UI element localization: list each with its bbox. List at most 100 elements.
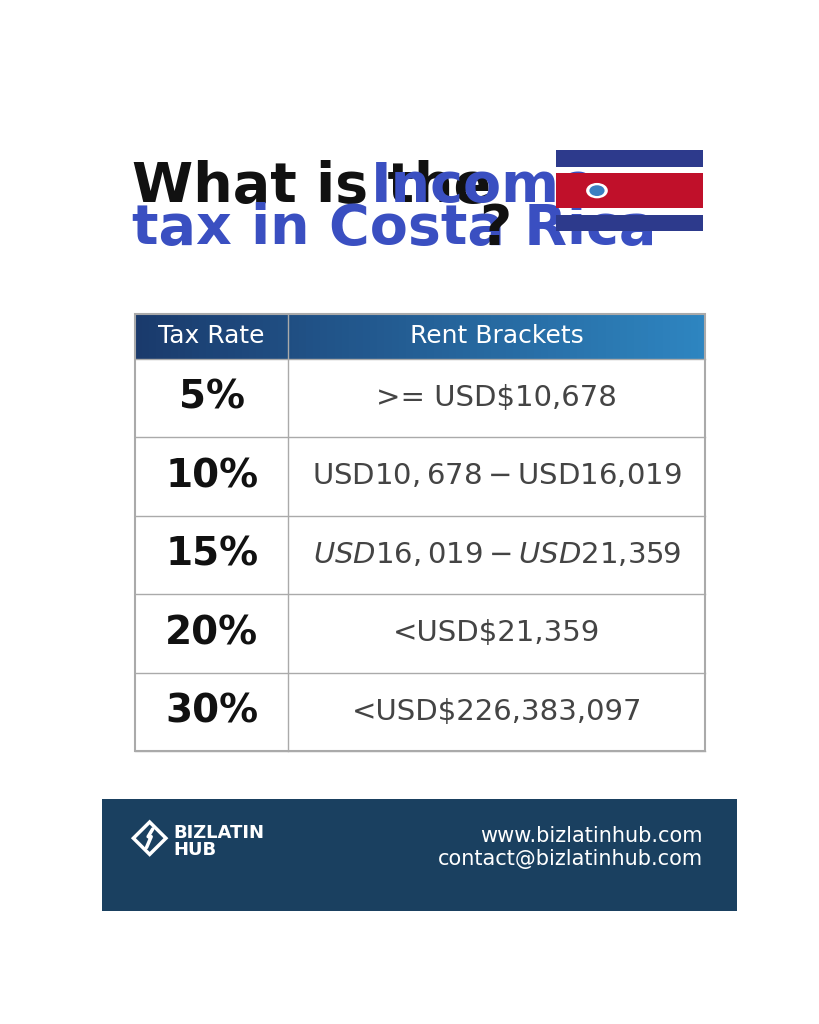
Bar [178, 313, 185, 358]
Bar [691, 313, 699, 358]
Bar [534, 313, 541, 358]
Bar [684, 313, 691, 358]
Text: $USD16,019 - USD$21,359: $USD16,019 - USD$21,359 [313, 541, 681, 569]
Bar [270, 313, 278, 358]
Bar [206, 313, 214, 358]
Bar [242, 313, 250, 358]
Bar [505, 313, 514, 358]
Text: 30%: 30% [165, 693, 258, 731]
Text: ?: ? [479, 202, 511, 256]
Bar [556, 214, 703, 231]
Bar [670, 313, 677, 358]
Bar [320, 313, 328, 358]
Bar [135, 673, 705, 752]
Bar [477, 313, 485, 358]
Bar [434, 313, 442, 358]
Bar [135, 437, 705, 515]
Bar [520, 313, 527, 358]
Bar [634, 313, 641, 358]
Bar [102, 799, 737, 911]
Bar [335, 313, 342, 358]
Bar [235, 313, 242, 358]
Bar [214, 313, 221, 358]
Text: 10%: 10% [165, 458, 258, 496]
Bar [313, 313, 321, 358]
Bar [306, 313, 314, 358]
Bar [641, 313, 649, 358]
Bar [527, 313, 535, 358]
Bar [406, 313, 414, 358]
Bar [556, 173, 703, 208]
Bar [463, 313, 470, 358]
Ellipse shape [590, 185, 604, 196]
Bar [249, 313, 256, 358]
Bar [328, 313, 335, 358]
Bar [278, 313, 285, 358]
Bar [170, 313, 178, 358]
Bar [378, 313, 385, 358]
Bar [556, 150, 703, 167]
Bar [655, 313, 663, 358]
Text: contact@bizlatinhub.com: contact@bizlatinhub.com [438, 849, 703, 869]
Bar [420, 313, 428, 358]
Bar [149, 313, 156, 358]
Bar [185, 313, 192, 358]
Text: Tax Rate: Tax Rate [158, 325, 265, 348]
Bar [577, 313, 585, 358]
Bar [470, 313, 477, 358]
Bar [228, 313, 235, 358]
Text: Rent Brackets: Rent Brackets [410, 325, 584, 348]
Bar [499, 313, 506, 358]
Bar [285, 313, 292, 358]
Bar [413, 313, 420, 358]
Bar [349, 313, 356, 358]
Bar [570, 313, 577, 358]
Bar [627, 313, 635, 358]
Text: <USD$21,359: <USD$21,359 [393, 620, 600, 647]
Bar [698, 313, 706, 358]
Bar [192, 313, 200, 358]
Text: HUB: HUB [174, 842, 217, 859]
Bar [620, 313, 627, 358]
Bar [484, 313, 492, 358]
Bar [456, 313, 464, 358]
Text: What is the: What is the [132, 160, 510, 214]
Text: <USD$226,383,097: <USD$226,383,097 [351, 698, 642, 726]
Bar [220, 313, 228, 358]
Bar [135, 515, 705, 594]
Bar [541, 313, 549, 358]
Bar [256, 313, 264, 358]
Text: 15%: 15% [165, 536, 258, 573]
Bar [549, 313, 556, 358]
Bar [491, 313, 499, 358]
Bar [164, 313, 171, 358]
Bar [135, 313, 143, 358]
Text: 20%: 20% [165, 614, 258, 652]
Bar [449, 313, 456, 358]
Ellipse shape [586, 183, 608, 199]
Text: >= USD$10,678: >= USD$10,678 [377, 384, 618, 412]
Bar [563, 313, 570, 358]
Bar [441, 313, 449, 358]
Bar [299, 313, 306, 358]
Bar [370, 313, 378, 358]
Bar [513, 313, 520, 358]
Bar [135, 313, 705, 752]
Text: 5%: 5% [179, 379, 245, 417]
Text: www.bizlatinhub.com: www.bizlatinhub.com [481, 826, 703, 846]
Bar [399, 313, 406, 358]
Bar [391, 313, 399, 358]
Bar [384, 313, 392, 358]
Bar [363, 313, 371, 358]
Text: USD$10,678 - $USD16,019: USD$10,678 - $USD16,019 [312, 462, 681, 490]
Bar [591, 313, 599, 358]
Bar [292, 313, 299, 358]
Text: BIZLATIN: BIZLATIN [174, 823, 265, 842]
Bar [663, 313, 670, 358]
Text: Income: Income [370, 160, 597, 214]
Bar [649, 313, 656, 358]
Bar [356, 313, 364, 358]
Bar [199, 313, 206, 358]
Bar [135, 594, 705, 673]
Bar [135, 358, 705, 437]
